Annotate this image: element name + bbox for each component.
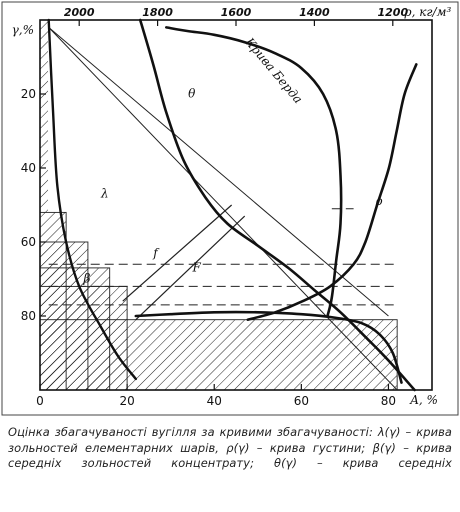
y-tick-label-40: 40: [21, 161, 36, 175]
top-tick-label-1200: 1200: [377, 6, 408, 19]
top-tick-label-1800: 1800: [142, 6, 173, 19]
guide-tangent-f-2: [122, 204, 233, 302]
x-tick-label-60: 60: [294, 394, 309, 408]
washability-chart: 0 20 40 60 80 2000 1800 1600 1400 1200 20 40 60 80 γ,%…: [1, 1, 459, 416]
curve-rho: [246, 63, 418, 321]
curve-label-rho: ρ: [374, 194, 382, 208]
guide-diagonal-0: [48, 27, 389, 317]
curve-label-F: F: [191, 261, 201, 275]
curve-label-f: f: [152, 246, 160, 260]
top-tick-label-1400: 1400: [299, 6, 330, 19]
y-tick-label-80: 80: [21, 309, 36, 323]
guide-tangent-F-3: [135, 215, 246, 321]
histogram-top-strip: [40, 20, 48, 213]
y-tick-label-20: 20: [21, 87, 36, 101]
guide-lines: [48, 27, 398, 391]
tick-marks: [39, 20, 394, 390]
x-tick-label-80: 80: [381, 394, 396, 408]
x-tick-label-40: 40: [207, 394, 222, 408]
curve-label-berd: Крива Берда: [242, 34, 305, 106]
caption-text: Оцінка збагачуваності вугілля за кривими…: [8, 425, 452, 471]
curve-label-theta: θ: [188, 87, 196, 101]
figure-frame: [1, 1, 459, 416]
curve-theta: [138, 18, 416, 392]
top-axis-label: ρ, кг/м³: [404, 5, 452, 19]
top-tick-label-1600: 1600: [221, 6, 252, 19]
top-tick-label-2000: 2000: [64, 6, 95, 19]
x-tick-label-20: 20: [119, 394, 134, 408]
figure-caption: Оцінка збагачуваності вугілля за кривими…: [8, 425, 452, 507]
x-axis-label: A, %: [409, 393, 438, 407]
y-tick-label-60: 60: [21, 235, 36, 249]
histogram-step-4: [39, 319, 398, 391]
x-tick-label-0: 0: [36, 394, 44, 408]
curve-beta: [134, 310, 403, 384]
guide-diagonal-1: [48, 27, 398, 391]
curve-berd: [165, 26, 343, 318]
curve-label-lambda: λ: [100, 187, 109, 201]
y-axis-label: γ,%: [12, 23, 34, 37]
curve-label-beta: β: [83, 272, 91, 286]
curves: [47, 18, 418, 392]
curve-lambda: [47, 18, 137, 381]
